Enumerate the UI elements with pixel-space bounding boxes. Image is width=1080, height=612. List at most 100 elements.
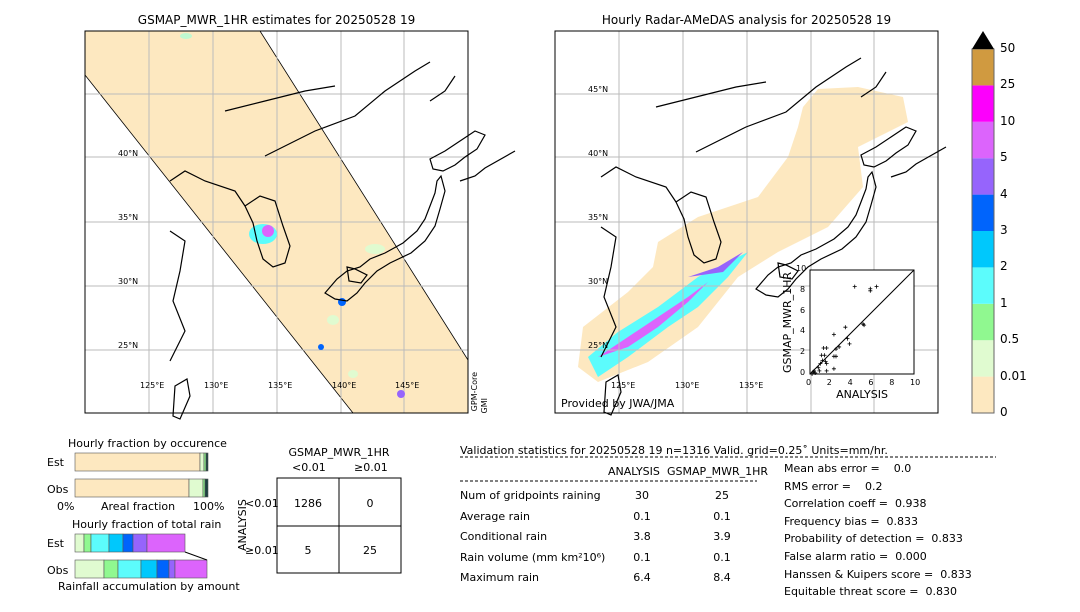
- bar-segment: [74, 452, 201, 472]
- scatter-ylabel: GSMAP_MWR_1HR: [781, 271, 794, 373]
- stats-score: Hanssen & Kuipers score = 0.833: [784, 567, 972, 581]
- colorbar-label: 25: [1000, 77, 1016, 92]
- scatter-ytick: 4: [800, 326, 806, 336]
- bar-segment: [188, 478, 204, 498]
- colorbar-segment: [972, 376, 994, 413]
- rain-cell: [262, 225, 274, 237]
- colorbar-extend-arrow: [972, 31, 994, 49]
- stats-score: Correlation coeff = 0.938: [784, 497, 927, 511]
- est-label: Est: [47, 537, 64, 550]
- colorbar-label: 50: [1000, 41, 1016, 55]
- scatter-point: [831, 366, 836, 371]
- bar-segment: [108, 533, 124, 553]
- colorbar-segment: [972, 121, 994, 159]
- scatter-point: [816, 365, 821, 370]
- colorbar-label: 10: [1000, 113, 1016, 128]
- colorbar-segment: [972, 85, 994, 122]
- scatter-point: [823, 359, 828, 364]
- bar-segment: [132, 533, 148, 553]
- colorbar-label: 2: [1000, 259, 1008, 274]
- col-header: <0.01: [292, 461, 326, 474]
- scatter-xtick: 6: [868, 378, 874, 387]
- stats-analysis-value: 30: [635, 489, 649, 502]
- obs-label: Obs: [47, 564, 69, 577]
- lat-label: 30°N: [118, 277, 139, 286]
- scatter-point: [834, 354, 838, 359]
- scatter-point: [812, 368, 817, 373]
- scatter-xlabel: ANALYSIS: [836, 388, 888, 401]
- stats-header: Validation statistics for 20250528 19 n=…: [460, 444, 888, 457]
- colorbar-segment: [972, 194, 994, 231]
- bar-segment: [117, 559, 142, 579]
- lat-label: 40°N: [118, 149, 139, 158]
- stats-gsmap-value: 0.1: [713, 550, 731, 564]
- lat-label: 35°N: [588, 213, 609, 222]
- lat-label: 40°N: [588, 149, 609, 158]
- stats-score: Mean abs error = 0.0: [784, 462, 912, 475]
- fraction-bars: [74, 452, 209, 579]
- stats-score: Equitable threat score = 0.830: [784, 585, 957, 599]
- lon-label: 145°E: [395, 381, 420, 390]
- scatter-point: [820, 358, 825, 363]
- scatter-point: [852, 284, 857, 289]
- data-credit: Provided by JWA/JMA: [561, 397, 675, 410]
- stats-row-label: Conditional rain: [460, 530, 548, 543]
- bar-segment: [168, 559, 176, 579]
- stats-analysis-value: 3.8: [633, 530, 651, 543]
- lon-label: 125°E: [140, 381, 165, 390]
- scatter-plot: [809, 269, 915, 376]
- lat-label: 25°N: [118, 341, 139, 350]
- colorbar-segment: [972, 231, 994, 268]
- occurrence-title: Hourly fraction by occurence: [68, 437, 227, 450]
- colorbar-label: 1: [1000, 295, 1008, 310]
- left-map-title: GSMAP_MWR_1HR estimates for 20250528 19: [137, 13, 416, 27]
- colorbar-segment: [972, 158, 994, 195]
- table-cell: 0: [366, 497, 374, 510]
- colorbar-label: 5: [1000, 150, 1008, 165]
- scatter-xtick: 8: [889, 378, 895, 387]
- colorbar-label: 0: [1000, 405, 1008, 419]
- stats-col-gsmap: GSMAP_MWR_1HR: [667, 465, 769, 478]
- stats-score: False alarm ratio = 0.000: [784, 550, 927, 563]
- bar-segment: [74, 533, 85, 553]
- lon-label: 130°E: [204, 381, 229, 390]
- bar-segment: [140, 559, 158, 579]
- obs-label: Obs: [47, 483, 69, 496]
- lon-label: 130°E: [675, 381, 700, 390]
- scatter-point: [868, 288, 873, 293]
- lat-label: 30°N: [588, 277, 609, 286]
- stats-gsmap-value: 25: [715, 489, 729, 502]
- bar-segment: [90, 533, 110, 553]
- colorbar-label: 4: [1000, 186, 1008, 201]
- scatter-xtick: 4: [847, 378, 853, 387]
- table-cell: 5: [304, 544, 312, 557]
- lat-label: 35°N: [118, 213, 139, 222]
- bar-segment: [83, 533, 92, 553]
- stats-analysis-value: 0.1: [633, 509, 651, 523]
- scatter-point: [817, 368, 822, 373]
- bar-segment: [74, 478, 190, 498]
- lon-label: 135°E: [739, 381, 764, 390]
- colorbar-label: 3: [1000, 223, 1008, 237]
- stats-gsmap-value: 0.1: [713, 509, 731, 523]
- contingency-table: [276, 477, 402, 574]
- bar-segment: [156, 559, 170, 579]
- scatter-point: [810, 372, 815, 376]
- scatter-point: [824, 368, 829, 373]
- accumulation-label: Rainfall accumulation by amount: [58, 580, 240, 593]
- bar-segment: [146, 533, 186, 553]
- scatter-ytick: 0: [800, 368, 806, 377]
- total-rain-title: Hourly fraction of total rain: [72, 518, 222, 531]
- stats-row-label: Average rain: [460, 509, 530, 523]
- connector-line: [184, 551, 208, 561]
- bar-segment: [74, 559, 105, 579]
- stats-score: RMS error = 0.2: [784, 479, 883, 493]
- stats-analysis-value: 6.4: [633, 571, 651, 584]
- table-title: GSMAP_MWR_1HR: [288, 446, 390, 459]
- bar-segment: [103, 559, 119, 579]
- stats-gsmap-value: 8.4: [713, 571, 731, 584]
- bar-segment: [204, 478, 209, 498]
- scatter-point: [837, 344, 842, 349]
- lon-label: 125°E: [611, 381, 636, 390]
